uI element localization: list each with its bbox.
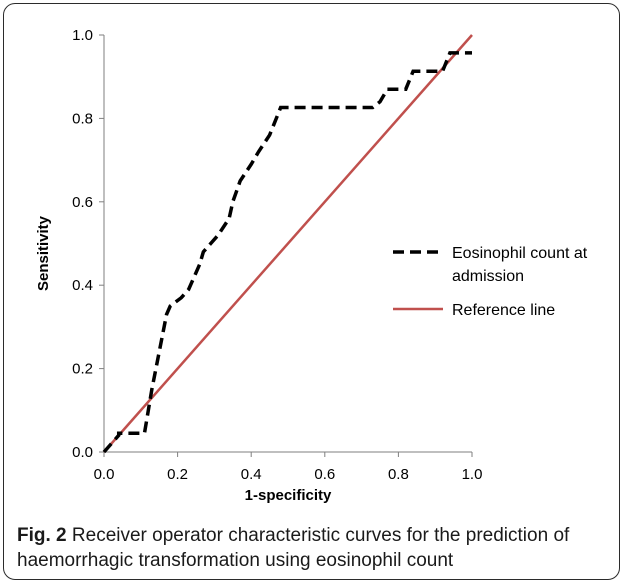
- figure-frame: [3, 3, 620, 580]
- x-tick-label: 0.0: [94, 466, 115, 483]
- x-tick-label: 0.2: [167, 466, 188, 483]
- y-tick-label: 1.0: [72, 27, 93, 44]
- chart-series: [102, 34, 473, 454]
- chart-axes: [99, 34, 473, 457]
- legend-entry-text: Eosinophil count at: [452, 245, 588, 262]
- y-tick-label: 0.8: [72, 110, 93, 127]
- legend-entry-text: Reference line: [452, 302, 555, 319]
- x-tick-label: 0.8: [388, 466, 409, 483]
- y-tick-label: 0.6: [72, 194, 93, 211]
- chart-legend: Eosinophil count at admission Reference li…: [393, 245, 588, 319]
- caption-label: Fig. 2: [17, 525, 67, 546]
- y-tick-label: 0.4: [72, 277, 93, 294]
- x-axis-title: 1-specificity: [245, 487, 332, 504]
- x-tick-label: 0.6: [314, 466, 335, 483]
- x-tick-label: 0.4: [241, 466, 262, 483]
- caption-text: Receiver operator characteristic curves …: [17, 525, 570, 571]
- y-tick-label: 0.0: [72, 444, 93, 461]
- reference-line: [103, 34, 473, 453]
- eosinophil-roc-curve: [102, 51, 472, 454]
- y-tick-label: 0.2: [72, 361, 93, 378]
- legend-entry-text: admission: [452, 268, 524, 285]
- figure-caption: Fig. 2 Receiver operator characteristic …: [17, 523, 617, 573]
- roc-chart: 0.0 0.2 0.4 0.6 0.8 1.0 0.0 0.2 0.4 0.6 0.8 1.0 1-s…: [35, 27, 588, 504]
- y-axis-title: Sensitivity: [35, 215, 52, 291]
- chart-tick-labels: 0.0 0.2 0.4 0.6 0.8 1.0 0.0 0.2 0.4 0.6 0.8 1.0: [72, 27, 482, 483]
- x-tick-label: 1.0: [462, 466, 483, 483]
